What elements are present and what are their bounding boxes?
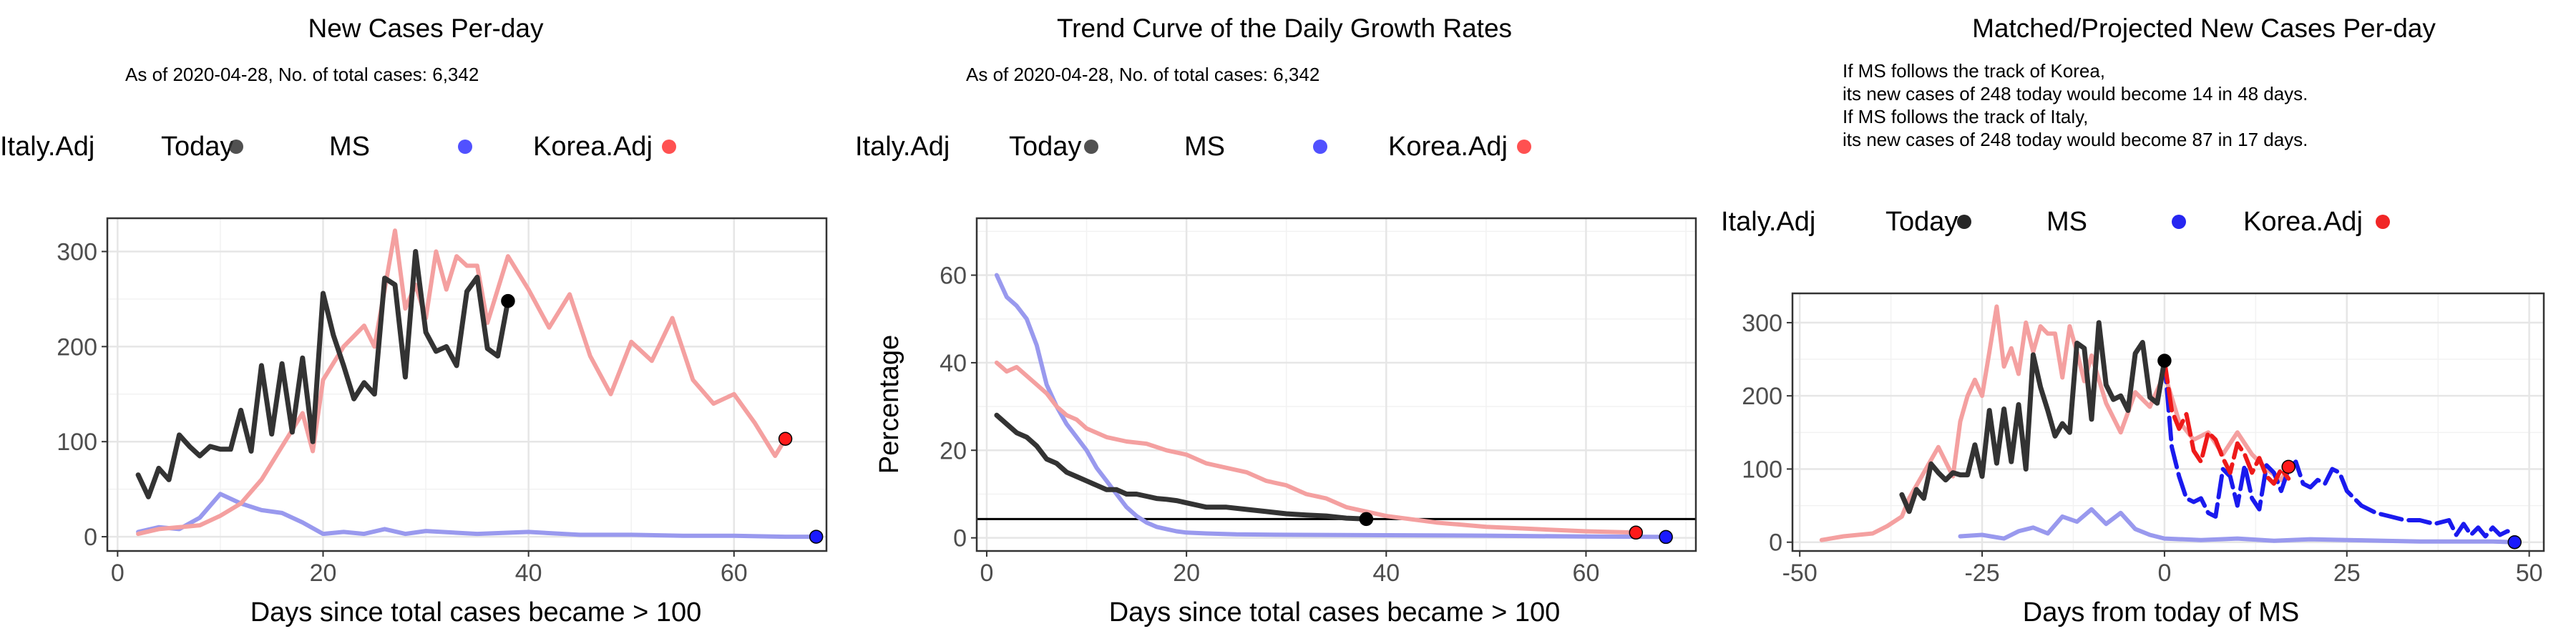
chart-panel-new-cases: New Cases Per-day As of 2020-04-28, No. …	[0, 0, 855, 644]
plot-area: 0 20 40 60 0 20 40 60	[940, 217, 1697, 587]
annotation-line: If MS follows the track of Italy,	[1843, 106, 2088, 127]
legend-key-korea-adj	[1313, 140, 1327, 154]
annotation-line: If MS follows the track of Korea,	[1843, 60, 2105, 82]
series-line-ms	[994, 412, 1369, 522]
chart-title: Matched/Projected New Cases Per-day	[1972, 14, 2436, 43]
legend-label: Italy.Adj	[1721, 207, 1815, 237]
y-tick-label: 0	[1769, 530, 1782, 557]
legend-key-italy-adj	[2376, 215, 2390, 229]
series-line-korea-adj	[994, 273, 1669, 540]
legend-title: Today	[1009, 132, 1081, 162]
series-line-italy-adj	[136, 228, 788, 537]
panel-border	[975, 217, 1697, 552]
legend-label: MS	[2046, 207, 2087, 237]
legend-label: Korea.Adj	[2243, 207, 2363, 237]
today-point-ms	[1359, 512, 1374, 527]
legend-key-italy-adj	[1517, 140, 1531, 154]
today-point-italy-adj-projected	[2281, 459, 2296, 474]
x-tick-label: 40	[515, 560, 542, 587]
legend-label: Italy.Adj	[0, 132, 94, 162]
series-line-ms	[135, 249, 511, 499]
legend: Today MS Korea.Adj Italy.Adj	[0, 132, 676, 162]
plot-area: 0 20 40 60 0 100 200 300	[57, 217, 828, 587]
series-line-ms	[1899, 320, 2167, 514]
projected-cases-chart-svg: Matched/Projected New Cases Per-day If M…	[1721, 14, 2545, 628]
y-tick-label: 200	[1742, 383, 1782, 410]
today-point-ms	[2157, 353, 2172, 368]
panel-border	[106, 217, 828, 552]
legend-key-korea-adj	[458, 140, 472, 154]
chart-panel-growth-rates: Trend Curve of the Daily Growth Rates As…	[855, 0, 1721, 644]
legend-label: Korea.Adj	[533, 132, 653, 162]
x-axis-label: Days since total cases became > 100	[250, 597, 702, 628]
plot-area: -50 -25 0 25 50 0 100 200 300	[1742, 292, 2545, 587]
x-tick-label: 20	[1173, 560, 1200, 587]
y-axis-label: Percentage	[874, 335, 904, 474]
legend-title: Today	[161, 132, 233, 162]
chart-subtitle: As of 2020-04-28, No. of total cases: 6,…	[125, 64, 479, 85]
y-tick-label: 20	[940, 437, 967, 464]
y-tick-label: 0	[953, 525, 967, 552]
series-line-italy-adj-projected	[2162, 358, 2291, 486]
legend-key-ms	[1084, 140, 1098, 154]
chart-title: Trend Curve of the Daily Growth Rates	[1057, 14, 1512, 43]
chart-panel-projected-cases: Matched/Projected New Cases Per-day If M…	[1721, 0, 2576, 644]
x-tick-label: 0	[2157, 560, 2171, 587]
legend-label: MS	[1184, 132, 1225, 162]
series-line-korea-adj-matched	[1958, 507, 2517, 545]
chart-title: New Cases Per-day	[308, 14, 544, 43]
today-point-korea-adj-projected	[2507, 535, 2522, 550]
today-point-italy-adj	[778, 431, 793, 446]
legend: Today MS Korea.Adj Italy.Adj	[855, 132, 1531, 162]
y-tick-label: 60	[940, 263, 967, 290]
series-line-italy-adj	[994, 360, 1639, 535]
chart-subtitle: As of 2020-04-28, No. of total cases: 6,…	[966, 64, 1319, 85]
x-tick-label: 50	[2516, 560, 2543, 587]
annotation-line: its new cases of 248 today would become …	[1843, 129, 2308, 150]
legend-title: Today	[1885, 207, 1958, 237]
legend: Today MS Korea.Adj Italy.Adj	[1721, 207, 2390, 237]
x-tick-label: 25	[2333, 560, 2361, 587]
y-tick-label: 300	[57, 239, 97, 266]
series-line-korea-adj-projected	[2162, 358, 2517, 539]
y-tick-label: 300	[1742, 310, 1782, 337]
legend-label: Italy.Adj	[855, 132, 950, 162]
legend-key-ms	[1957, 215, 1971, 229]
series-line-korea-adj	[136, 492, 819, 540]
legend-label: Korea.Adj	[1388, 132, 1508, 162]
y-tick-label: 100	[57, 429, 97, 456]
legend-key-korea-adj	[2172, 215, 2186, 229]
today-point-ms	[501, 293, 515, 308]
today-point-korea-adj	[1659, 530, 1673, 545]
x-tick-label: 40	[1372, 560, 1400, 587]
legend-label: MS	[329, 132, 370, 162]
x-tick-label: 60	[721, 560, 748, 587]
x-tick-label: 0	[980, 560, 993, 587]
legend-key-ms	[229, 140, 243, 154]
series-line-italy-adj-matched	[1819, 304, 2291, 542]
x-tick-label: -50	[1782, 560, 1818, 587]
x-axis-label: Days since total cases became > 100	[1109, 597, 1561, 628]
today-point-korea-adj	[809, 530, 824, 544]
x-tick-label: 20	[310, 560, 337, 587]
x-axis-label: Days from today of MS	[2023, 597, 2299, 628]
legend-key-italy-adj	[662, 140, 676, 154]
annotation-line: its new cases of 248 today would become …	[1843, 83, 2308, 104]
panel-border	[1791, 292, 2545, 552]
y-tick-label: 0	[84, 524, 97, 551]
y-tick-label: 100	[1742, 456, 1782, 483]
y-tick-label: 40	[940, 350, 967, 377]
new-cases-chart-svg: New Cases Per-day As of 2020-04-28, No. …	[0, 14, 828, 628]
x-tick-label: 60	[1573, 560, 1600, 587]
y-tick-label: 200	[57, 333, 97, 361]
today-point-italy-adj	[1629, 525, 1643, 540]
x-tick-label: 0	[111, 560, 125, 587]
x-tick-label: -25	[1964, 560, 1999, 587]
growth-rates-chart-svg: Trend Curve of the Daily Growth Rates As…	[855, 14, 1697, 628]
